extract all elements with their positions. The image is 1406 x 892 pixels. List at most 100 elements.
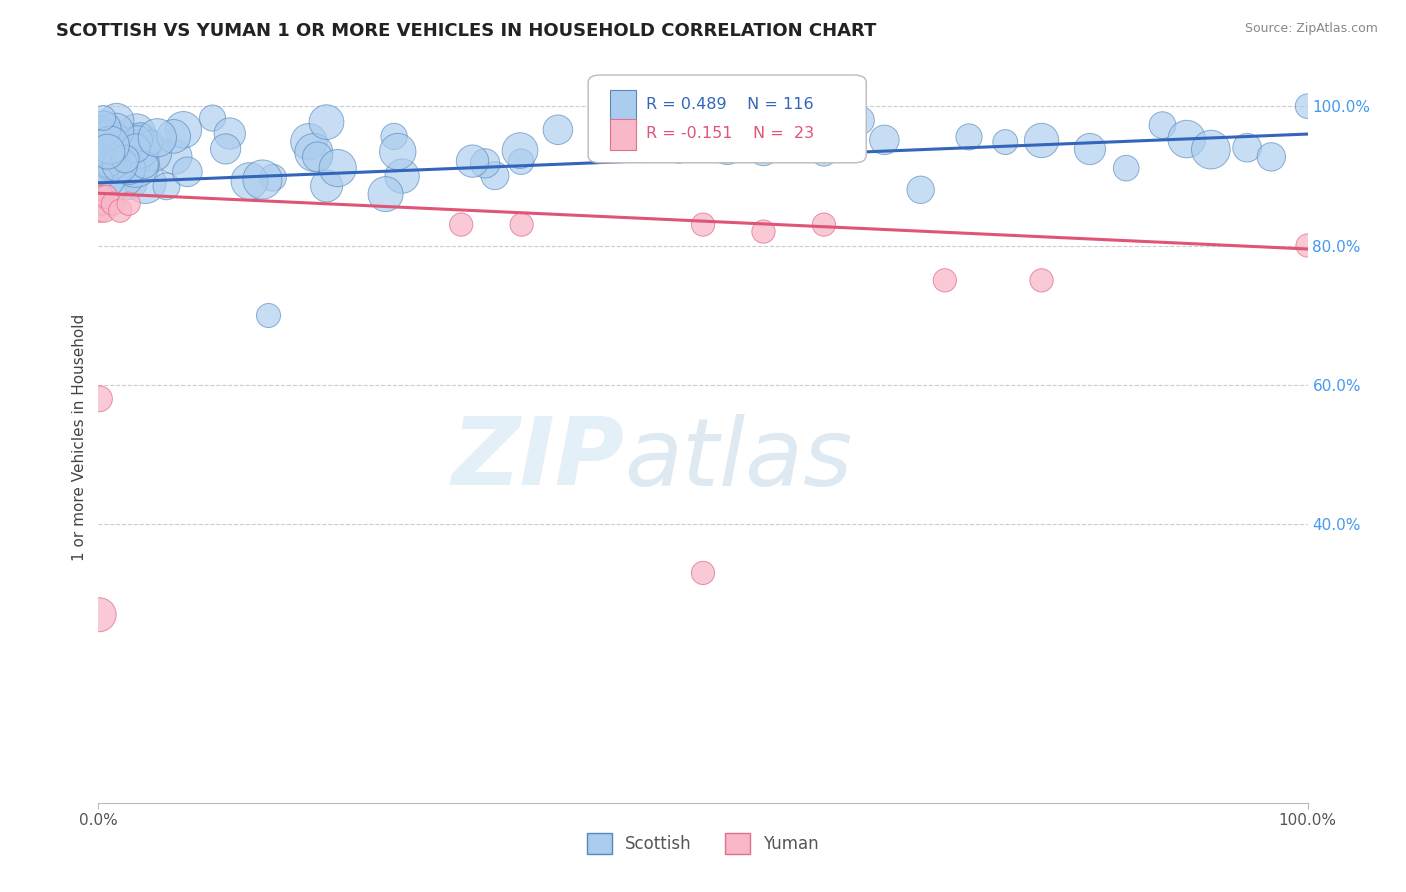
- Text: R = 0.489    N = 116: R = 0.489 N = 116: [647, 96, 814, 112]
- Point: [252, 172, 274, 186]
- Point: [849, 113, 872, 128]
- Point: [752, 143, 775, 157]
- Point: [374, 187, 396, 202]
- Point: [298, 135, 321, 149]
- Point: [97, 143, 120, 157]
- Point: [387, 145, 409, 159]
- Point: [692, 218, 714, 232]
- Point: [89, 203, 111, 218]
- Point: [218, 127, 240, 141]
- Point: [461, 154, 484, 169]
- Text: SCOTTISH VS YUMAN 1 OR MORE VEHICLES IN HOUSEHOLD CORRELATION CHART: SCOTTISH VS YUMAN 1 OR MORE VEHICLES IN …: [56, 22, 876, 40]
- Point: [1175, 132, 1198, 146]
- Point: [873, 133, 896, 147]
- Point: [134, 176, 156, 190]
- Point: [89, 139, 111, 153]
- Point: [1115, 161, 1137, 176]
- Text: atlas: atlas: [624, 414, 852, 505]
- Legend: Scottish, Yuman: Scottish, Yuman: [581, 827, 825, 860]
- Point: [382, 129, 405, 144]
- Point: [1296, 238, 1319, 252]
- Point: [91, 122, 114, 136]
- Point: [1260, 150, 1282, 164]
- Point: [315, 178, 337, 193]
- Point: [104, 124, 127, 138]
- Point: [1078, 142, 1101, 156]
- Point: [1296, 99, 1319, 113]
- Point: [124, 156, 146, 170]
- Point: [108, 203, 131, 218]
- Point: [104, 129, 127, 144]
- Point: [90, 145, 112, 160]
- Point: [214, 142, 236, 156]
- Point: [100, 138, 122, 153]
- Point: [89, 392, 111, 406]
- Point: [129, 142, 152, 156]
- Point: [256, 308, 278, 322]
- Point: [90, 190, 112, 204]
- Point: [97, 137, 120, 152]
- Point: [98, 151, 121, 165]
- Text: R = -0.151    N =  23: R = -0.151 N = 23: [647, 126, 814, 141]
- Point: [89, 127, 111, 141]
- Point: [510, 154, 533, 169]
- Point: [910, 183, 932, 197]
- Point: [114, 141, 136, 155]
- Point: [96, 153, 118, 167]
- Y-axis label: 1 or more Vehicles in Household: 1 or more Vehicles in Household: [72, 313, 87, 561]
- Point: [125, 141, 148, 155]
- Point: [108, 158, 131, 172]
- Point: [668, 139, 690, 153]
- Point: [146, 130, 169, 145]
- Point: [89, 143, 111, 157]
- Point: [90, 132, 112, 146]
- Point: [98, 139, 121, 153]
- Point: [101, 153, 124, 168]
- Point: [111, 159, 134, 173]
- Point: [238, 174, 260, 188]
- Point: [105, 157, 128, 171]
- Bar: [610, 119, 637, 150]
- Point: [450, 218, 472, 232]
- Point: [307, 150, 329, 164]
- Point: [127, 133, 149, 147]
- Point: [510, 218, 533, 232]
- Point: [101, 158, 124, 172]
- Text: ZIP: ZIP: [451, 413, 624, 505]
- Point: [96, 190, 118, 204]
- Point: [104, 154, 127, 169]
- Point: [1031, 273, 1053, 287]
- Point: [97, 130, 120, 145]
- Point: [91, 190, 114, 204]
- Point: [89, 146, 111, 161]
- Point: [474, 156, 496, 170]
- Point: [93, 129, 115, 144]
- Point: [547, 122, 569, 136]
- Point: [716, 138, 738, 153]
- Point: [103, 144, 125, 158]
- Point: [302, 145, 325, 160]
- Point: [105, 144, 128, 158]
- Bar: [610, 89, 637, 120]
- Point: [994, 135, 1017, 149]
- Point: [692, 566, 714, 580]
- Point: [100, 143, 122, 157]
- Point: [91, 125, 114, 139]
- Point: [176, 165, 198, 179]
- Point: [98, 137, 121, 152]
- FancyBboxPatch shape: [588, 75, 866, 163]
- Point: [91, 138, 114, 153]
- Point: [1199, 143, 1222, 157]
- Point: [125, 126, 148, 140]
- Point: [172, 123, 194, 137]
- Point: [93, 133, 115, 147]
- Point: [101, 196, 124, 211]
- Point: [776, 134, 799, 148]
- Point: [155, 179, 177, 194]
- Point: [813, 145, 835, 160]
- Point: [114, 152, 136, 166]
- Point: [391, 169, 413, 183]
- Point: [96, 172, 118, 186]
- Point: [315, 115, 337, 129]
- Point: [142, 146, 165, 161]
